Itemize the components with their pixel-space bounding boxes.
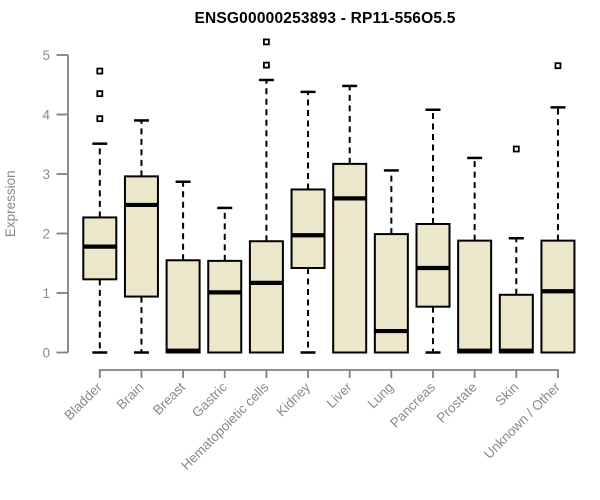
- iqr-box: [457, 239, 493, 354]
- chart-title: ENSG00000253893 - RP11-556O5.5: [194, 10, 456, 27]
- outlier-marker: [554, 62, 562, 70]
- boxplot-skin: [498, 145, 534, 354]
- x-tick-label: Gastric: [189, 379, 230, 420]
- boxplot-hematopoietic-cells: [248, 38, 284, 354]
- outlier-marker: [96, 90, 104, 98]
- y-axis-title: Expression: [3, 170, 18, 237]
- x-tick-label: Pancreas: [387, 379, 438, 430]
- iqr-box: [540, 239, 576, 354]
- iqr-box: [248, 240, 284, 354]
- iqr-box: [123, 175, 159, 298]
- outlier-marker: [96, 115, 104, 123]
- iqr-box: [290, 188, 326, 270]
- x-tick-label: Liver: [324, 379, 356, 411]
- boxplot-brain: [123, 119, 159, 354]
- outlier-marker: [262, 61, 270, 69]
- boxplot-lung: [373, 169, 409, 354]
- x-tick-label: Breast: [150, 379, 188, 417]
- x-tick-label: Unknown / Other: [481, 379, 564, 462]
- x-tick-label: Kidney: [273, 379, 313, 419]
- boxplot-gastric: [207, 206, 243, 354]
- boxplot-unknown-other: [540, 62, 576, 354]
- iqr-box: [207, 259, 243, 354]
- boxplot-pancreas: [415, 108, 451, 354]
- boxplot-liver: [332, 84, 368, 354]
- boxplot-bladder: [82, 67, 118, 354]
- x-tick-label: Bladder: [61, 379, 105, 423]
- x-tick-label: Brain: [114, 380, 147, 413]
- iqr-box: [165, 259, 201, 354]
- x-tick-label: Skin: [492, 380, 521, 409]
- outlier-marker: [512, 145, 520, 153]
- outlier-marker: [96, 67, 104, 75]
- y-tick-label: 2: [42, 226, 50, 241]
- iqr-box: [373, 233, 409, 354]
- y-tick-label: 4: [42, 107, 50, 122]
- y-tick-label: 0: [42, 345, 50, 360]
- iqr-box: [332, 162, 368, 354]
- x-tick-label: Lung: [365, 380, 397, 412]
- y-tick-label: 3: [42, 167, 50, 182]
- boxplot-breast: [165, 180, 201, 354]
- x-tick-label: Prostate: [434, 380, 480, 426]
- y-axis: 0 1 2 3 4 5 Expression: [3, 48, 69, 360]
- iqr-box: [498, 293, 534, 354]
- y-tick-label: 1: [42, 286, 50, 301]
- boxplot-prostate: [457, 156, 493, 354]
- boxplot-kidney: [290, 90, 326, 354]
- outlier-marker: [262, 38, 270, 46]
- y-tick-label: 5: [42, 48, 50, 63]
- iqr-box: [415, 222, 451, 308]
